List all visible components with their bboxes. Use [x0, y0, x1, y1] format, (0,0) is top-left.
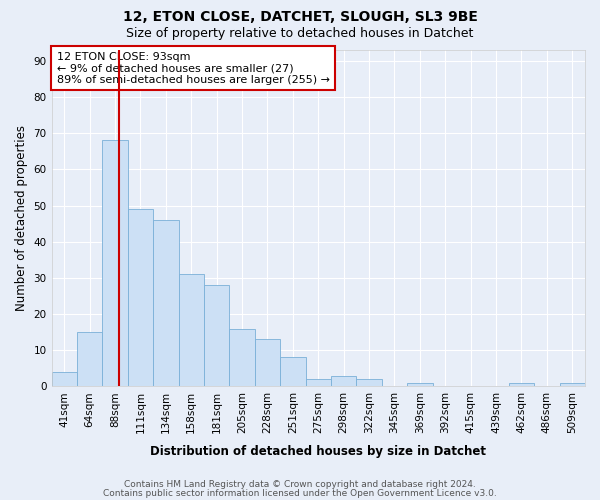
- Bar: [407, 383, 433, 386]
- Bar: [280, 358, 305, 386]
- X-axis label: Distribution of detached houses by size in Datchet: Distribution of detached houses by size …: [150, 444, 486, 458]
- Bar: [77, 332, 103, 386]
- Text: Contains public sector information licensed under the Open Government Licence v3: Contains public sector information licen…: [103, 488, 497, 498]
- Bar: [509, 383, 534, 386]
- Bar: [179, 274, 204, 386]
- Text: Contains HM Land Registry data © Crown copyright and database right 2024.: Contains HM Land Registry data © Crown c…: [124, 480, 476, 489]
- Bar: [128, 209, 153, 386]
- Bar: [255, 340, 280, 386]
- Bar: [153, 220, 179, 386]
- Text: 12 ETON CLOSE: 93sqm
← 9% of detached houses are smaller (27)
89% of semi-detach: 12 ETON CLOSE: 93sqm ← 9% of detached ho…: [57, 52, 330, 85]
- Text: Size of property relative to detached houses in Datchet: Size of property relative to detached ho…: [127, 28, 473, 40]
- Bar: [229, 328, 255, 386]
- Bar: [305, 379, 331, 386]
- Text: 12, ETON CLOSE, DATCHET, SLOUGH, SL3 9BE: 12, ETON CLOSE, DATCHET, SLOUGH, SL3 9BE: [122, 10, 478, 24]
- Bar: [204, 285, 229, 386]
- Bar: [560, 383, 585, 386]
- Bar: [331, 376, 356, 386]
- Bar: [52, 372, 77, 386]
- Y-axis label: Number of detached properties: Number of detached properties: [15, 125, 28, 311]
- Bar: [103, 140, 128, 386]
- Bar: [356, 379, 382, 386]
